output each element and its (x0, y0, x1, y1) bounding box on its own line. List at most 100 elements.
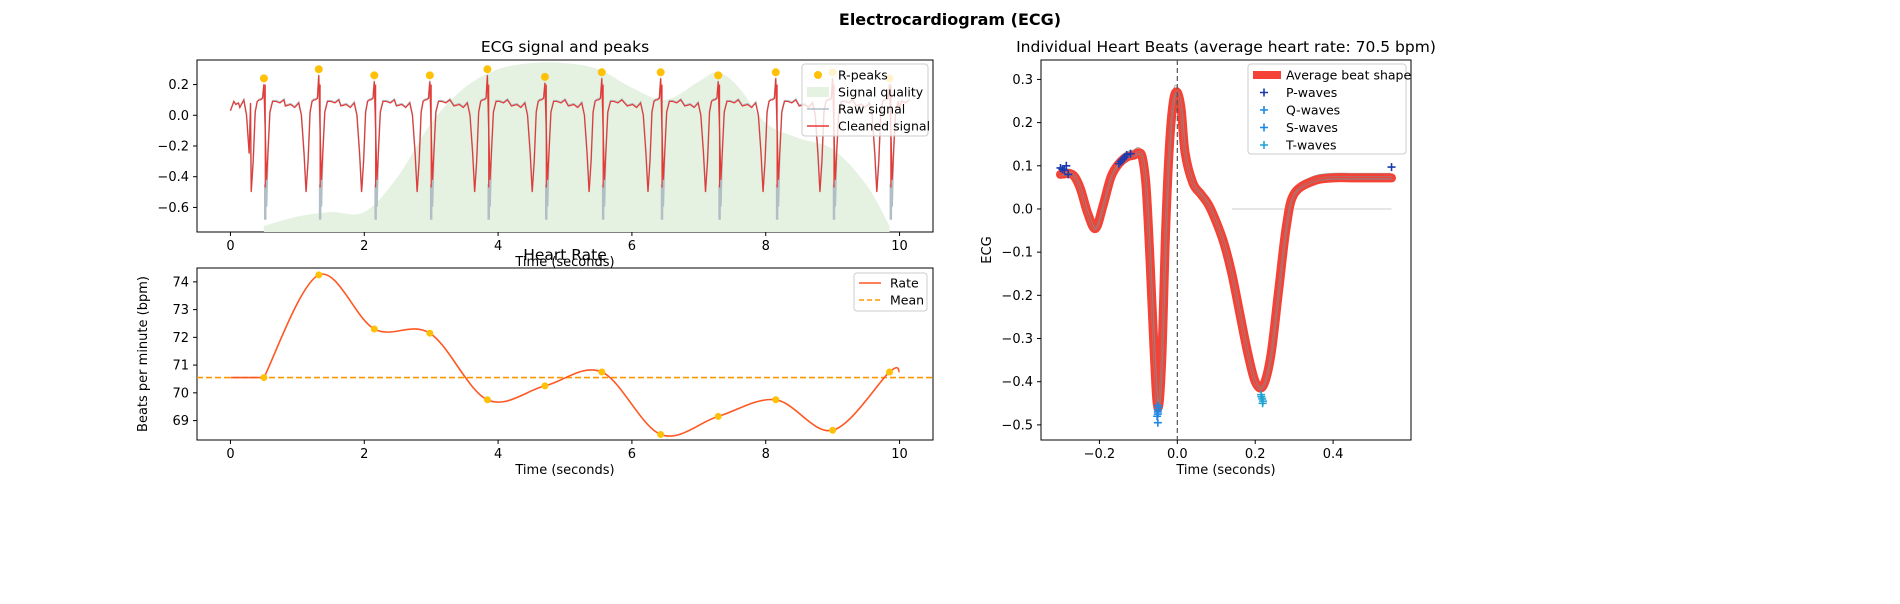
ecg-ytick-label: 0.0 (168, 109, 189, 124)
beats-legend: Average beat shape P-waves Q-waves S-waves T… (1247, 63, 1411, 155)
q-wave-marker (1126, 149, 1135, 158)
beats-xtick-label: 0.0 (1167, 447, 1188, 462)
ecg-ytick-label: −0.4 (157, 170, 189, 185)
beats-ylabel: ECG (980, 236, 995, 263)
rate-frame (196, 267, 934, 441)
cleaned-signal-line (229, 75, 910, 193)
r-peak-marker (540, 72, 549, 81)
ecg-legend-box (801, 63, 929, 137)
rate-xtick-label: 0 (226, 447, 234, 462)
rate-point (886, 368, 894, 376)
beats-xtick-label: −0.2 (1084, 447, 1116, 462)
r-peak-marker (656, 68, 665, 77)
beats-ytick-label: −0.3 (1001, 332, 1033, 347)
rate-xtick-label: 10 (891, 447, 908, 462)
rate-xtick-label: 8 (762, 447, 770, 462)
beats-frame (1040, 59, 1412, 441)
rate-ytick-label: 69 (172, 414, 189, 429)
figure-title: Electrocardiogram (ECG) (838, 10, 1062, 29)
rate-point (829, 426, 837, 434)
rate-point (315, 271, 323, 279)
legend-label: Rate (890, 276, 919, 291)
ecg-xtick-label: 4 (494, 239, 502, 254)
legend-label: S-waves (1286, 120, 1338, 135)
beats-ytick-label: −0.1 (1001, 246, 1033, 261)
ecg-xtick-label: 6 (628, 239, 636, 254)
beats-ytick-label: 0.1 (1012, 159, 1033, 174)
legend-label: Mean (890, 293, 924, 308)
rate-xtick-label: 4 (494, 447, 502, 462)
rate-ytick-label: 74 (172, 275, 189, 290)
s-wave-marker (1153, 418, 1162, 427)
rate-ytick-label: 72 (172, 331, 189, 346)
legend-marker-swatch (1260, 88, 1268, 97)
t-wave-marker (1258, 399, 1267, 408)
legend-label: Cleaned signal (838, 119, 930, 134)
ecg-xtick-label: 0 (226, 239, 234, 254)
r-peak-marker (597, 68, 606, 77)
legend-label: R-peaks (838, 68, 888, 83)
rate-point (657, 430, 665, 438)
ecg-ytick-label: −0.2 (157, 140, 189, 155)
legend-quality-patch (807, 87, 829, 97)
ecg-xlabel: Time (seconds) (514, 255, 614, 270)
t-wave-marker (1257, 392, 1266, 401)
p-wave-marker (1058, 165, 1067, 174)
beats-xtick-label: 0.2 (1245, 447, 1266, 462)
beats-title: Individual Heart Beats (average heart ra… (1016, 38, 1436, 56)
ecg-xtick-label: 10 (891, 239, 908, 254)
beats-axes: −0.2 0.0 0.2 0.4 −0.5 −0.4 −0.3 −0.2 −0.1 0.0 0.1 0… (980, 38, 1436, 478)
legend-label: Signal quality (838, 85, 924, 100)
legend-r-peaks-marker (814, 71, 822, 79)
r-peak-marker (314, 65, 323, 74)
rate-ytick-label: 73 (172, 303, 189, 318)
beats-ytick-label: −0.2 (1001, 289, 1033, 304)
q-wave-marker (1120, 153, 1129, 162)
legend-label: Raw signal (838, 102, 905, 117)
p-wave-marker (1387, 163, 1396, 172)
r-peak-marker (483, 65, 492, 74)
legend-marker-swatch (1260, 123, 1268, 132)
rate-legend: Rate Mean (853, 272, 928, 312)
rate-point (426, 329, 434, 337)
legend-marker-swatch (1260, 141, 1268, 149)
ecg-ytick-label: 0.2 (168, 78, 189, 93)
s-wave-marker (1154, 403, 1163, 412)
rate-xtick-label: 6 (628, 447, 636, 462)
q-wave-marker (1116, 157, 1125, 166)
rate-point (541, 382, 549, 390)
ecg-legend: R-peaks Signal quality Raw signal Cleaned s… (801, 63, 930, 137)
r-peak-marker (370, 71, 379, 80)
ecg-ytick-label: −0.6 (157, 201, 189, 216)
ecg-xtick-label: 2 (360, 239, 368, 254)
rate-point (772, 396, 780, 404)
legend-label: P-waves (1286, 85, 1337, 100)
legend-label: Q-waves (1286, 103, 1340, 118)
rate-point (370, 325, 378, 333)
p-wave-marker (1064, 170, 1073, 179)
rate-point (714, 412, 722, 420)
beats-ytick-label: 0.3 (1012, 73, 1033, 88)
beats-ytick-label: −0.5 (1001, 418, 1033, 433)
signal-quality-area (263, 62, 890, 232)
rate-xlabel: Time (seconds) (514, 463, 614, 478)
beats-xtick-label: 0.4 (1323, 447, 1344, 462)
rate-title: Heart Rate (523, 246, 607, 264)
beats-ytick-label: 0.0 (1012, 202, 1033, 217)
rate-ytick-label: 71 (172, 359, 189, 374)
r-peak-marker (771, 68, 780, 77)
r-peak-marker (425, 71, 434, 80)
rate-xtick-label: 2 (360, 447, 368, 462)
rate-point (260, 374, 268, 382)
rate-point (598, 368, 606, 376)
beats-ytick-label: −0.4 (1001, 375, 1033, 390)
ecg-title: ECG signal and peaks (481, 38, 649, 56)
ecg-xtick-label: 8 (762, 239, 770, 254)
legend-label: Average beat shape (1286, 68, 1411, 83)
rate-ytick-label: 70 (172, 386, 189, 401)
rate-point (483, 396, 491, 404)
rate-line (263, 273, 901, 437)
rate-plot-area (197, 273, 933, 437)
